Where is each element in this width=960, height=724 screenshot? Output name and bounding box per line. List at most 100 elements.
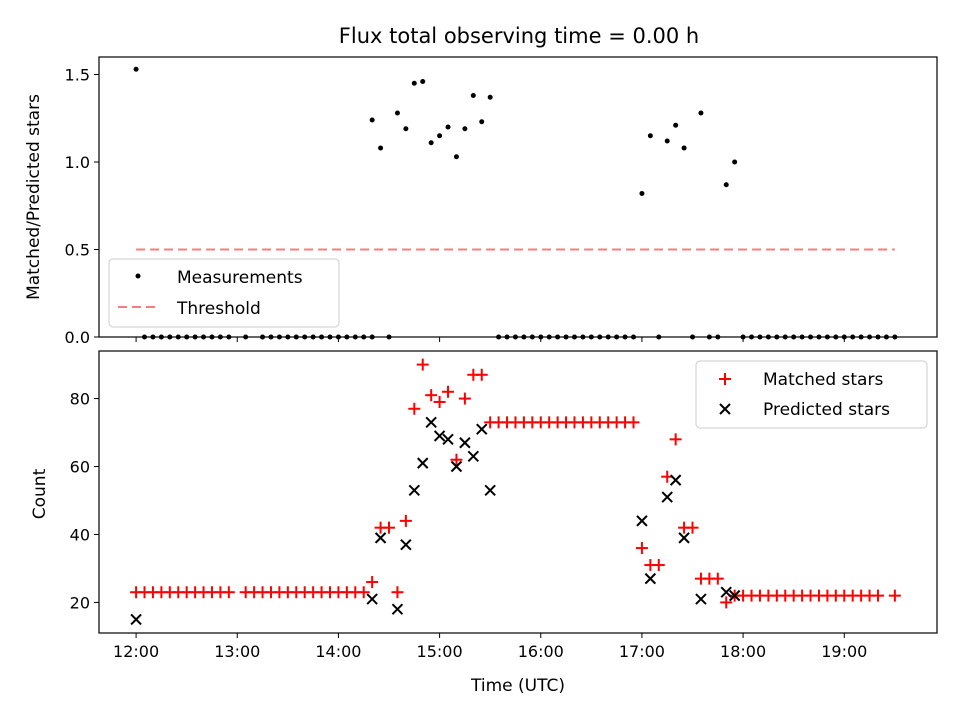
matched-star-point bbox=[399, 514, 412, 527]
bottom-y-tick-label: 80 bbox=[70, 390, 90, 409]
measurement-point bbox=[664, 138, 670, 144]
measurement-point bbox=[420, 79, 426, 84]
matched-star-point bbox=[425, 389, 438, 402]
matched-star-point bbox=[458, 392, 471, 405]
matched-star-point bbox=[652, 559, 665, 572]
bottom-legend: Matched stars Predicted stars bbox=[695, 360, 928, 429]
predicted-star-point bbox=[400, 538, 412, 551]
predicted-star-point bbox=[374, 532, 387, 544]
top-legend-box bbox=[108, 258, 340, 328]
legend-matched-marker bbox=[719, 373, 731, 385]
top-y-axis-label: Matched/Predicted stars bbox=[24, 94, 44, 300]
x-tick-label: 19:00 bbox=[821, 642, 867, 661]
x-tick-label: 16:00 bbox=[518, 642, 564, 661]
bottom-ticks: 12:00 13:00 14:00 15:00 16:00 17:00 18:00 19:00… bbox=[70, 390, 868, 661]
measurement-point bbox=[445, 124, 451, 130]
matched-star-point bbox=[475, 368, 488, 381]
measurement-point bbox=[369, 117, 375, 123]
measurement-point bbox=[732, 159, 738, 165]
matched-star-point bbox=[635, 542, 648, 555]
legend-measurements-marker bbox=[135, 273, 141, 279]
matched-star-point bbox=[686, 521, 699, 534]
top-legend: Measurements Threshold bbox=[108, 258, 340, 328]
matched-star-point bbox=[416, 358, 429, 371]
matched-star-point bbox=[888, 589, 901, 602]
measurement-point bbox=[453, 154, 459, 160]
measurement-point bbox=[133, 66, 139, 72]
matched-star-point bbox=[357, 586, 370, 599]
measurement-point bbox=[647, 133, 653, 139]
matched-star-point bbox=[627, 416, 640, 429]
predicted-star-point bbox=[425, 416, 437, 429]
predicted-star-point bbox=[669, 474, 682, 486]
bottom-marks bbox=[130, 358, 901, 626]
measurement-point bbox=[487, 94, 493, 100]
x-tick-label: 14:00 bbox=[315, 642, 361, 661]
top-y-tick-label: 0.0 bbox=[65, 328, 90, 347]
measurement-point bbox=[470, 93, 476, 98]
predicted-star-point bbox=[366, 593, 378, 605]
legend-threshold-label: Threshold bbox=[176, 299, 261, 319]
measurement-point bbox=[428, 140, 434, 146]
matched-star-point bbox=[433, 395, 446, 408]
predicted-star-point bbox=[130, 613, 142, 626]
measurement-point bbox=[639, 191, 645, 196]
matched-star-point bbox=[391, 586, 404, 599]
matched-star-point bbox=[442, 385, 455, 398]
predicted-star-point bbox=[391, 603, 404, 615]
x-tick-label: 17:00 bbox=[619, 642, 665, 661]
measurement-point bbox=[403, 126, 409, 132]
top-y-tick-label: 1.5 bbox=[65, 66, 90, 85]
predicted-star-point bbox=[484, 484, 496, 497]
measurement-point bbox=[681, 145, 687, 151]
predicted-star-point bbox=[678, 532, 690, 544]
matched-star-point bbox=[222, 586, 235, 599]
measurement-point bbox=[462, 126, 468, 132]
matched-star-point bbox=[720, 596, 733, 609]
measurement-point bbox=[698, 110, 704, 116]
matched-star-point bbox=[408, 402, 421, 415]
panel-top: 0.0 0.5 1.0 1.5 Matched/Predicted stars Mea… bbox=[24, 56, 938, 347]
matched-star-point bbox=[450, 453, 463, 466]
legend-predicted-marker bbox=[719, 403, 731, 415]
measurement-point bbox=[411, 80, 417, 86]
predicted-star-point bbox=[476, 423, 488, 435]
x-tick-label: 18:00 bbox=[720, 642, 766, 661]
measurement-point bbox=[378, 145, 384, 151]
x-tick-label: 15:00 bbox=[417, 642, 463, 661]
top-y-tick-label: 0.5 bbox=[65, 241, 90, 260]
predicted-star-point bbox=[661, 491, 673, 503]
x-tick-label: 12:00 bbox=[113, 642, 159, 661]
measurement-point bbox=[437, 133, 443, 139]
bottom-plot-frame bbox=[98, 350, 938, 634]
predicted-star-point bbox=[695, 593, 707, 605]
matched-star-point bbox=[669, 433, 682, 446]
bottom-y-tick-label: 20 bbox=[70, 593, 90, 612]
bottom-legend-box bbox=[695, 360, 928, 429]
predicted-star-point bbox=[450, 460, 463, 473]
bottom-y-tick-label: 60 bbox=[70, 458, 90, 477]
predicted-star-point bbox=[433, 430, 446, 442]
measurement-point bbox=[723, 182, 729, 188]
predicted-star-point bbox=[728, 589, 741, 602]
measurement-point bbox=[673, 122, 679, 128]
matched-star-point bbox=[711, 572, 724, 585]
measurement-point bbox=[479, 119, 485, 125]
x-axis-label: Time (UTC) bbox=[470, 676, 565, 696]
legend-measurements-label: Measurements bbox=[177, 268, 303, 288]
legend-matched-label: Matched stars bbox=[763, 370, 883, 390]
top-plot-frame bbox=[98, 56, 938, 338]
predicted-star-point bbox=[467, 450, 480, 463]
predicted-star-point bbox=[417, 457, 429, 469]
predicted-star-point bbox=[720, 586, 732, 598]
predicted-star-point bbox=[644, 572, 657, 585]
legend-predicted-label: Predicted stars bbox=[763, 400, 890, 420]
matched-star-point bbox=[871, 589, 884, 602]
x-tick-label: 13:00 bbox=[214, 642, 260, 661]
predicted-star-point bbox=[459, 437, 471, 449]
bottom-y-axis-label: Count bbox=[30, 468, 50, 519]
measurement-point bbox=[394, 110, 400, 116]
matched-star-point bbox=[383, 521, 396, 534]
panel-bottom: 12:00 13:00 14:00 15:00 16:00 17:00 18:00 19:00… bbox=[30, 350, 938, 696]
